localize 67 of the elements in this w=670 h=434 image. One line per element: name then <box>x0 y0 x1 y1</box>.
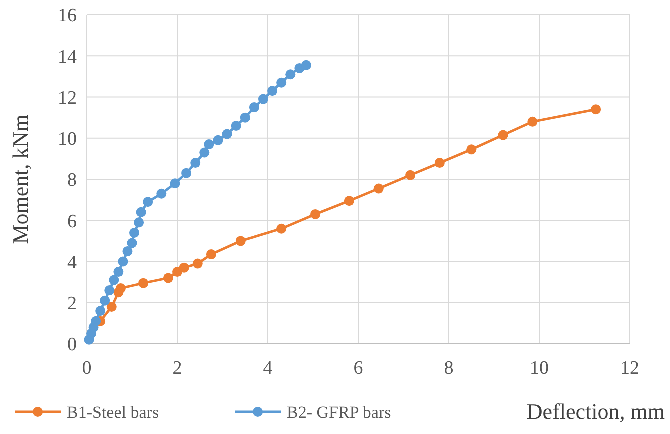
point <box>344 196 354 206</box>
point <box>179 262 190 273</box>
point <box>434 158 445 168</box>
point <box>109 275 120 286</box>
point <box>222 129 232 140</box>
y-tick-label: 0 <box>68 334 77 356</box>
y-tick-label: 4 <box>68 252 78 274</box>
point <box>310 209 321 220</box>
x-tick-label: 12 <box>620 358 640 379</box>
point <box>100 296 110 306</box>
x-tick-label: 6 <box>354 358 364 379</box>
point <box>122 246 133 256</box>
point <box>138 278 149 288</box>
y-tick-label: 16 <box>58 6 77 27</box>
legend-label: B1-Steel bars <box>67 402 160 422</box>
point <box>249 102 260 113</box>
point <box>114 267 124 278</box>
point <box>591 104 602 115</box>
point <box>127 238 138 248</box>
point <box>91 316 102 326</box>
point <box>236 236 246 246</box>
y-tick-label: 12 <box>58 88 77 109</box>
point <box>204 140 214 150</box>
point <box>170 178 180 189</box>
point <box>96 306 106 316</box>
x-tick-label: 2 <box>172 358 182 379</box>
point <box>301 60 312 70</box>
point <box>182 168 192 178</box>
point <box>134 218 144 228</box>
point <box>286 70 296 80</box>
point <box>276 78 287 88</box>
y-tick-label: 10 <box>58 129 77 150</box>
x-tick-label: 10 <box>530 358 549 379</box>
point <box>206 250 216 260</box>
y-tick-label: 6 <box>68 211 77 232</box>
point <box>163 273 174 284</box>
point <box>130 228 140 238</box>
point <box>528 116 538 127</box>
y-tick-label: 2 <box>68 294 77 315</box>
point <box>200 148 210 158</box>
point <box>106 302 117 312</box>
y-axis-title: Moment, kNm <box>8 114 33 244</box>
legend-label: B2- GFRP bars <box>287 402 392 422</box>
x-tick-label: 0 <box>82 358 92 379</box>
point <box>240 112 250 123</box>
point <box>190 158 201 168</box>
point <box>268 86 278 96</box>
y-tick-label: 8 <box>68 170 77 192</box>
point <box>276 224 287 234</box>
x-axis-title: Deflection, mm <box>526 399 665 424</box>
point <box>498 130 508 140</box>
point <box>466 144 477 155</box>
x-tick-label: 8 <box>444 358 454 379</box>
point <box>118 256 128 267</box>
point <box>231 121 242 132</box>
point <box>116 283 126 294</box>
point <box>156 188 167 199</box>
point <box>104 286 115 296</box>
point <box>143 197 154 208</box>
x-tick-label: 4 <box>263 358 274 379</box>
point <box>213 135 224 146</box>
point <box>192 258 203 269</box>
point <box>136 207 146 218</box>
point <box>374 184 384 194</box>
y-tick-label: 14 <box>58 46 78 68</box>
point <box>406 170 416 180</box>
point <box>258 94 268 104</box>
